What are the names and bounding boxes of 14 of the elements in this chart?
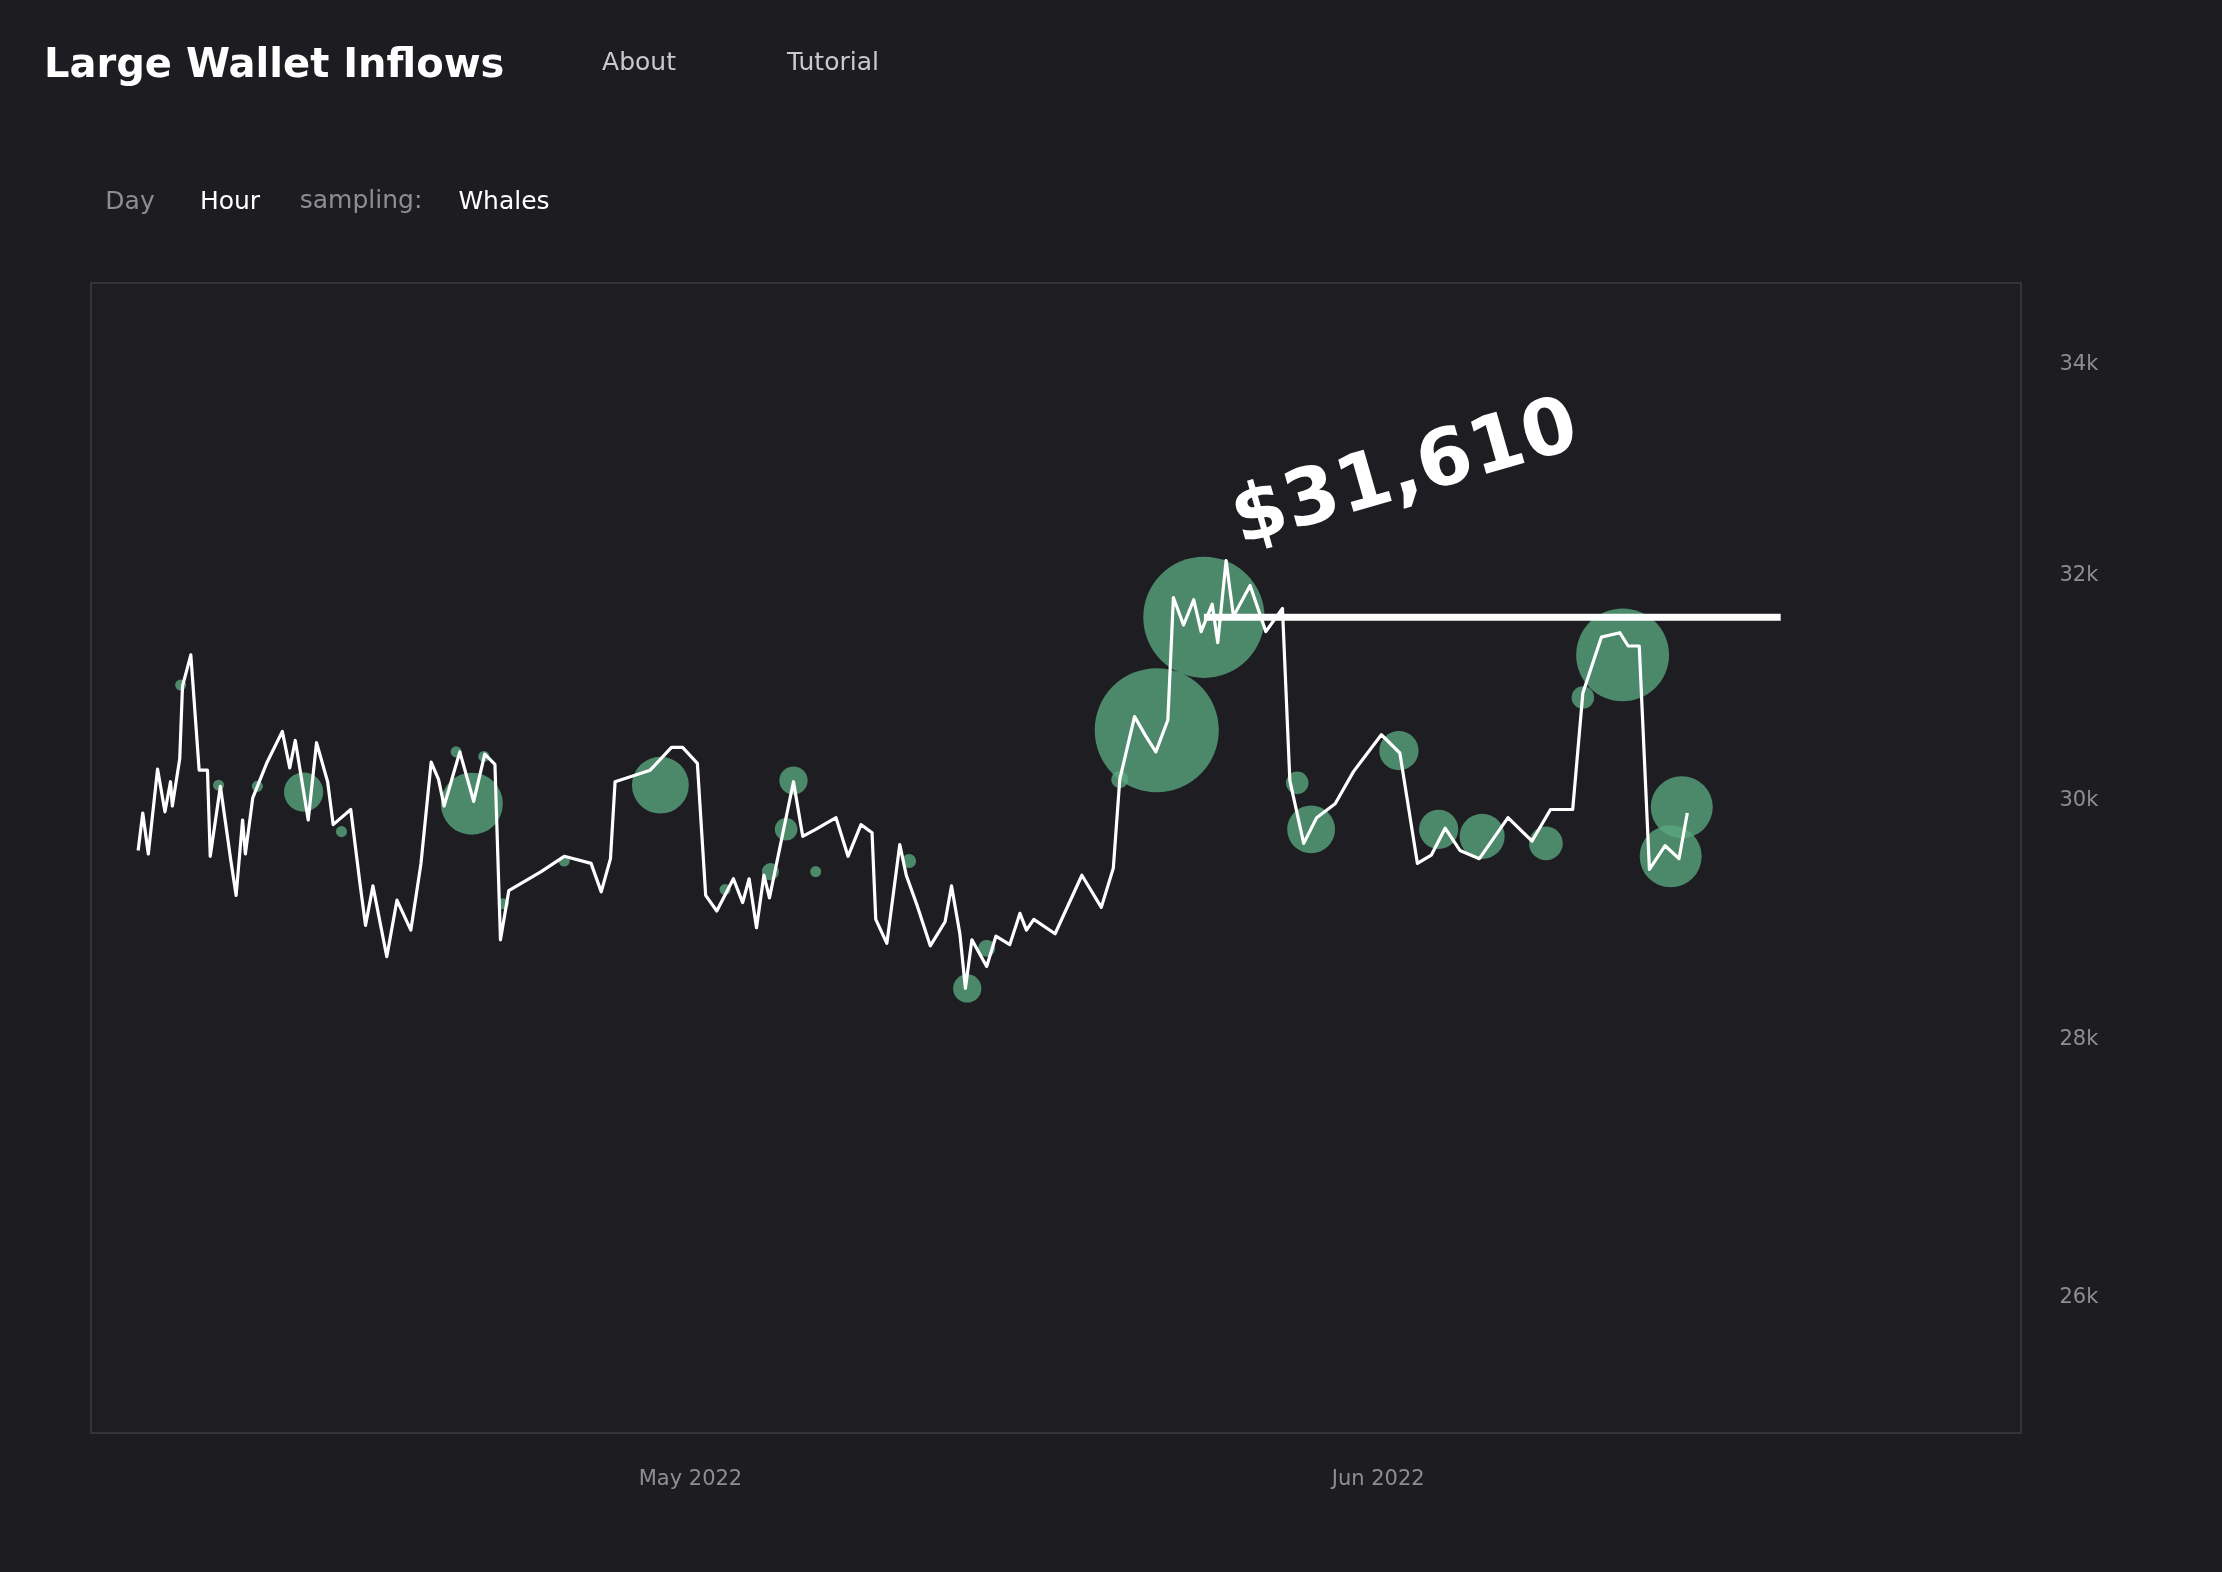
- x-tick-label: Jun 2022: [1329, 1465, 1425, 1490]
- y-tick-label: 28k: [2059, 1026, 2100, 1051]
- text: About: [602, 47, 677, 76]
- y-tick-label: 34k: [2059, 351, 2100, 376]
- y-tick-label: 32k: [2059, 562, 2100, 587]
- y-tick-label: 30k: [2059, 786, 2100, 811]
- chart-title: Large Wallet Inflows: [44, 40, 505, 86]
- text: sampling:: [299, 185, 423, 214]
- text: Tutorial: [786, 47, 879, 76]
- text: Day: [105, 186, 155, 215]
- y-tick-label: 26k: [2059, 1284, 2100, 1309]
- text: Whales: [458, 186, 550, 215]
- text: Hour: [199, 186, 261, 215]
- x-tick-label: May 2022: [638, 1465, 743, 1490]
